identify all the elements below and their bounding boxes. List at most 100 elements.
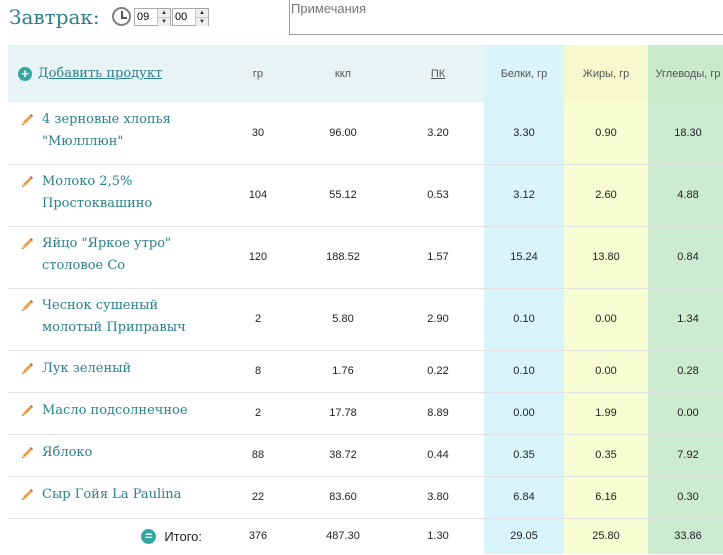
product-name-cell: Яблоко — [8, 434, 222, 477]
table-row: Молоко 2,5% Простоквашино 104 55.12 0.53 3.1… — [8, 164, 723, 227]
kcal-cell: 38.72 — [294, 434, 392, 477]
fat-cell: 2.60 — [564, 164, 648, 227]
column-header-pk[interactable]: ПК — [392, 45, 484, 102]
pencil-icon[interactable] — [20, 404, 34, 418]
time-minutes-stepper[interactable]: 00 ▲ ▼ — [172, 8, 209, 26]
kcal-cell: 188.52 — [294, 226, 392, 289]
minutes-up-arrow-icon[interactable]: ▲ — [196, 9, 208, 17]
fat-cell: 6.16 — [564, 476, 648, 519]
kcal-cell: 5.80 — [294, 288, 392, 351]
kcal-cell: 55.12 — [294, 164, 392, 227]
total-fat: 25.80 — [564, 518, 648, 554]
time-hours-stepper[interactable]: 09 ▲ ▼ — [134, 8, 171, 26]
pk-cell: 0.44 — [392, 434, 484, 477]
table-row: Лук зеленый 8 1.76 0.22 0.10 0.00 0.28 — [8, 350, 723, 393]
product-name-cell: Масло подсолнечное — [8, 392, 222, 435]
fat-cell: 0.90 — [564, 102, 648, 165]
add-product-cell[interactable]: + Добавить продукт — [8, 45, 222, 102]
grams-cell: 120 — [222, 226, 294, 289]
grams-cell: 88 — [222, 434, 294, 477]
grams-cell: 22 — [222, 476, 294, 519]
table-row: Яйцо "Яркое утро" столовое Со 120 188.52 1.… — [8, 226, 723, 289]
hours-down-arrow-icon[interactable]: ▼ — [158, 17, 170, 26]
carbs-cell: 0.30 — [648, 476, 723, 519]
fat-cell: 0.00 — [564, 350, 648, 393]
product-name: 4 зерновые хлопья "Мюлллюн" — [42, 111, 171, 149]
hours-up-arrow-icon[interactable]: ▲ — [158, 9, 170, 17]
carbs-cell: 7.92 — [648, 434, 723, 477]
pencil-icon[interactable] — [20, 175, 34, 189]
protein-cell: 3.30 — [484, 102, 564, 165]
product-name: Чеснок сушеный молотый Приправыч — [42, 298, 186, 335]
protein-cell: 0.00 — [484, 392, 564, 435]
product-name-cell: Чеснок сушеный молотый Приправыч — [8, 288, 222, 351]
pencil-icon[interactable] — [20, 113, 34, 127]
carbs-cell: 0.84 — [648, 226, 723, 289]
fat-cell: 0.35 — [564, 434, 648, 477]
pencil-icon[interactable] — [20, 362, 34, 376]
total-kcal: 487.30 — [326, 530, 360, 543]
meal-products-table: + Добавить продукт гр ккл ПК Белки, гр Жи… — [8, 45, 723, 554]
grams-cell: 104 — [222, 164, 294, 227]
clock-icon — [112, 7, 131, 26]
kcal-cell: 1.76 — [294, 350, 392, 393]
pencil-icon[interactable] — [20, 488, 34, 502]
grams-cell: 2 — [222, 392, 294, 435]
pencil-icon[interactable] — [20, 299, 34, 313]
pk-cell: 0.53 — [392, 164, 484, 227]
total-label: Итого: — [164, 528, 202, 544]
product-name: Яблоко — [42, 445, 93, 460]
meal-title: Завтрак: — [9, 5, 100, 29]
column-header-carbs: Углеводы, гр — [648, 45, 723, 102]
carbs-cell: 0.00 — [648, 392, 723, 435]
column-header-kcal: ккл — [294, 45, 392, 102]
column-header-grams: гр — [222, 45, 294, 102]
total-pk: 1.30 — [427, 530, 449, 543]
product-name: Молоко 2,5% Простоквашино — [42, 174, 153, 211]
total-label-cell: = Итого: — [8, 518, 222, 554]
protein-cell: 0.10 — [484, 288, 564, 351]
product-name-cell: Молоко 2,5% Простоквашино — [8, 164, 222, 227]
pk-cell: 8.89 — [392, 392, 484, 435]
kcal-cell: 83.60 — [294, 476, 392, 519]
total-protein: 29.05 — [484, 518, 564, 554]
column-header-protein: Белки, гр — [484, 45, 564, 102]
fat-cell: 1.99 — [564, 392, 648, 435]
fat-cell: 0.00 — [564, 288, 648, 351]
pk-link[interactable]: ПК — [430, 67, 446, 80]
time-hours-value[interactable]: 09 — [137, 11, 150, 23]
product-name: Яйцо "Яркое утро" столовое Со — [42, 236, 172, 273]
pencil-icon[interactable] — [20, 237, 34, 251]
minutes-down-arrow-icon[interactable]: ▼ — [196, 17, 208, 26]
fat-cell: 13.80 — [564, 226, 648, 289]
table-row: Чеснок сушеный молотый Приправыч 2 5.80 2.9… — [8, 288, 723, 351]
table-header: + Добавить продукт гр ккл ПК Белки, гр Жи… — [8, 45, 723, 102]
plus-circle-icon[interactable]: + — [18, 66, 32, 81]
product-name-cell: Сыр Гойя La Paulina — [8, 476, 222, 519]
pk-cell: 1.57 — [392, 226, 484, 289]
kcal-cell: 96.00 — [294, 102, 392, 165]
grams-cell: 8 — [222, 350, 294, 393]
add-product-link[interactable]: Добавить продукт — [38, 66, 163, 81]
pencil-icon[interactable] — [20, 446, 34, 460]
product-name-cell: Лук зеленый — [8, 350, 222, 393]
grams-cell: 30 — [222, 102, 294, 165]
notes-placeholder: Примечания — [291, 1, 367, 16]
equals-circle-icon: = — [141, 528, 157, 544]
column-header-fat: Жиры, гр — [564, 45, 648, 102]
table-row: Сыр Гойя La Paulina 22 83.60 3.80 6.84 6.16 0.… — [8, 476, 723, 519]
carbs-cell: 1.34 — [648, 288, 723, 351]
protein-cell: 0.10 — [484, 350, 564, 393]
product-name-cell: Яйцо "Яркое утро" столовое Со — [8, 226, 222, 289]
product-name: Масло подсолнечное — [42, 403, 188, 418]
table-row: Яблоко 88 38.72 0.44 0.35 0.35 7.92 — [8, 434, 723, 477]
product-name-cell: 4 зерновые хлопья "Мюлллюн" — [8, 102, 222, 165]
notes-textarea[interactable]: Примечания — [289, 0, 723, 35]
pk-cell: 2.90 — [392, 288, 484, 351]
carbs-cell: 4.88 — [648, 164, 723, 227]
total-row: = Итого: 376 487.30 1.30 29.05 25.80 33.86 — [8, 518, 723, 554]
table-row: Масло подсолнечное 2 17.78 8.89 0.00 1.99 0.00 — [8, 392, 723, 435]
protein-cell: 0.35 — [484, 434, 564, 477]
time-minutes-value[interactable]: 00 — [175, 11, 188, 23]
grams-cell: 2 — [222, 288, 294, 351]
